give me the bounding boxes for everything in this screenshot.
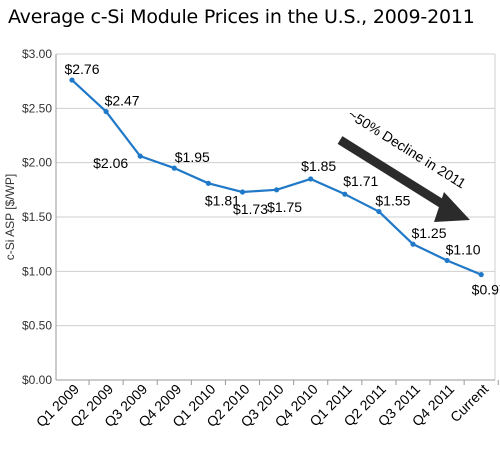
decline-arrow-shaft xyxy=(337,136,455,214)
data-point xyxy=(171,165,177,171)
data-label: $1.95 xyxy=(175,149,210,165)
y-axis-title: c-Si ASP [$/WP] xyxy=(3,174,17,260)
data-point xyxy=(205,180,211,186)
data-point xyxy=(410,241,416,247)
chart-title: Average c-Si Module Prices in the U.S., … xyxy=(8,6,475,28)
y-tick-label: $2.00 xyxy=(22,156,52,170)
data-label: $1.10 xyxy=(446,241,481,257)
data-point xyxy=(239,189,246,195)
y-tick-label: $1.00 xyxy=(22,264,52,278)
data-point xyxy=(137,153,143,159)
x-tick-label: Current xyxy=(447,381,491,425)
data-label: $1.73 xyxy=(233,201,268,217)
data-point xyxy=(342,191,348,197)
data-point xyxy=(478,271,484,278)
y-tick-label: $1.50 xyxy=(22,210,52,224)
data-label: $1.71 xyxy=(343,173,378,189)
data-point xyxy=(376,208,382,215)
data-label: $1.75 xyxy=(267,199,302,215)
y-tick-label: $2.50 xyxy=(22,101,52,115)
data-point xyxy=(274,187,280,193)
data-label: $2.47 xyxy=(105,93,140,109)
data-point xyxy=(444,257,450,264)
data-point xyxy=(103,108,109,115)
data-label: $1.85 xyxy=(301,158,336,174)
data-label: $0.97 xyxy=(472,282,500,298)
data-label: $1.55 xyxy=(375,193,410,209)
data-label: $1.25 xyxy=(411,225,446,241)
y-tick-label: $0.50 xyxy=(22,319,52,333)
data-point xyxy=(308,176,314,182)
data-point xyxy=(69,77,75,83)
decline-arrow-head xyxy=(434,192,470,222)
y-tick-label: $0.00 xyxy=(22,373,52,387)
data-label: $2.06 xyxy=(93,155,128,171)
y-tick-label: $3.00 xyxy=(22,47,52,61)
data-label: $1.81 xyxy=(205,192,240,208)
series-line xyxy=(71,79,482,276)
data-label: $2.76 xyxy=(64,61,99,77)
